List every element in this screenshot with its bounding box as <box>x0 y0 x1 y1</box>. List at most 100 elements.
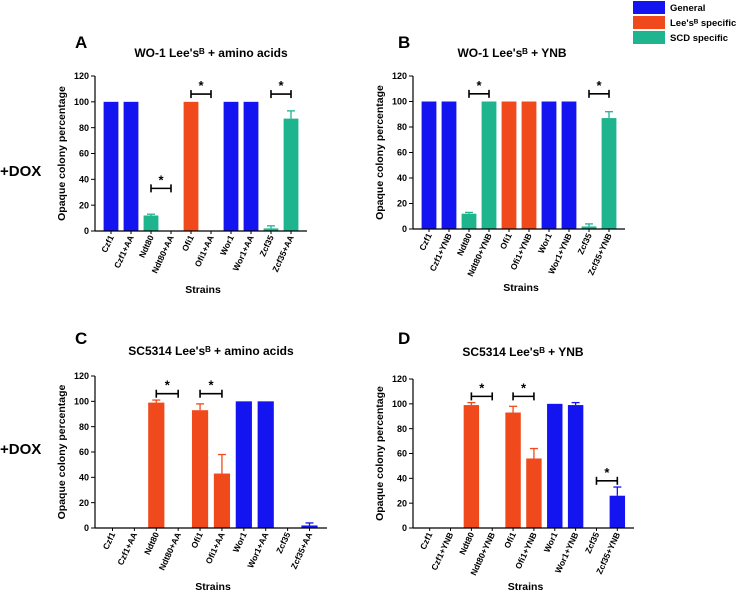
y-tick-label: 120 <box>392 374 407 384</box>
bar-1 <box>123 101 139 231</box>
y-tick-label: 100 <box>74 397 89 407</box>
bar-6 <box>547 403 563 528</box>
chart-title: SC5314 Lee'sᴮ + YNB <box>462 345 583 359</box>
significance-star: * <box>596 78 602 93</box>
significance-star: * <box>479 380 485 395</box>
y-tick-label: 80 <box>397 122 407 132</box>
y-tick-label: 40 <box>79 473 89 483</box>
x-tick-label: Ofi1 <box>502 530 518 549</box>
y-tick-label: 100 <box>392 97 407 107</box>
bar-9 <box>301 525 318 528</box>
y-tick-label: 80 <box>397 424 407 434</box>
bar-2 <box>463 405 480 528</box>
x-tick-label: Ndt80 <box>457 530 476 556</box>
bar-4 <box>191 410 209 528</box>
x-tick-label: Zcf35 <box>274 530 293 555</box>
legend-label-general: General <box>670 3 705 14</box>
bar-4 <box>183 101 199 231</box>
x-axis-label: Strains <box>508 581 544 593</box>
significance-star: * <box>165 378 171 393</box>
bar-7 <box>567 405 584 528</box>
x-tick-label: Ofi1+AA <box>203 531 226 566</box>
x-tick-label: Czf1 <box>417 231 434 252</box>
y-tick-label: 0 <box>84 226 89 236</box>
y-tick-label: 0 <box>402 224 407 234</box>
bar-6 <box>541 101 557 229</box>
x-tick-label: Zcf35+AA <box>289 531 315 571</box>
x-tick-label: Ndt80+AA <box>157 531 183 572</box>
bar-0 <box>421 101 437 229</box>
y-axis-label: Opaque colony percentage <box>56 384 68 519</box>
y-tick-label: 60 <box>397 148 407 158</box>
x-tick-label: Ndt80 <box>137 233 156 259</box>
y-tick-label: 0 <box>84 523 89 533</box>
bar-4 <box>505 412 521 528</box>
legend-swatch-lees <box>633 16 665 29</box>
y-axis-label: Opaque colony percentage <box>374 386 386 521</box>
bar-9 <box>609 495 626 528</box>
x-tick-label: Ofi1 <box>189 530 205 549</box>
legend-label-lees: Lee'sᴮ specific <box>670 18 736 29</box>
y-tick-label: 0 <box>402 523 407 533</box>
x-axis-label: Strains <box>185 284 221 296</box>
panel-letter: B <box>398 33 410 52</box>
x-tick-label: Zcf35 <box>583 530 602 555</box>
legend-swatch-scd <box>633 31 665 44</box>
panel-a: A WO-1 Lee'sᴮ + amino acids 0 20 40 60 80 100 12… <box>56 33 307 296</box>
y-axis-label: Opaque colony percentage <box>56 86 68 221</box>
significance-star: * <box>604 465 610 480</box>
y-tick-label: 20 <box>397 199 407 209</box>
panel-letter: C <box>75 329 87 348</box>
row-label-bottom: +DOX <box>0 441 41 458</box>
y-tick-label: 100 <box>392 399 407 409</box>
bar-7 <box>257 401 274 528</box>
legend: General Lee'sᴮ specific SCD specific <box>633 1 736 44</box>
x-tick-label: Wor1 <box>536 231 554 255</box>
legend-swatch-general <box>633 1 665 14</box>
bar-9 <box>283 118 299 231</box>
bar-9 <box>601 118 617 229</box>
panel-b: BWO-1 Lee'sᴮ + YNB020406080100120Czf1Czf… <box>374 33 625 294</box>
y-tick-label: 120 <box>74 71 89 81</box>
bar-8 <box>263 228 279 231</box>
y-tick-label: 80 <box>79 422 89 432</box>
y-tick-label: 40 <box>79 175 89 185</box>
panel-letter: D <box>398 329 410 348</box>
y-axis-label: Opaque colony percentage <box>374 85 386 220</box>
x-tick-label: Wor1 <box>231 530 249 554</box>
bar-7 <box>243 101 259 231</box>
significance-star: * <box>208 378 214 393</box>
y-tick-label: 40 <box>397 173 407 183</box>
bar-2 <box>461 213 477 229</box>
bar-6 <box>223 101 239 231</box>
x-tick-label: Ofi1 <box>180 233 196 252</box>
bar-2 <box>148 402 165 528</box>
bar-5 <box>213 473 231 528</box>
significance-star: * <box>158 172 164 187</box>
y-tick-label: 120 <box>74 371 89 381</box>
legend-label-scd: SCD specific <box>670 33 728 44</box>
row-label-top: +DOX <box>0 163 41 180</box>
y-tick-label: 60 <box>79 447 89 457</box>
x-tick-label: Ofi1 <box>498 231 514 250</box>
bar-4 <box>501 101 517 229</box>
x-tick-label: Czf1+AA <box>115 531 139 567</box>
x-tick-label: Ndt80 <box>455 231 474 257</box>
bar-7 <box>561 101 577 229</box>
x-tick-label: Ofi1+AA <box>192 234 215 269</box>
x-tick-label: Czf1 <box>101 530 118 551</box>
y-tick-label: 80 <box>79 123 89 133</box>
x-tick-label: Czf1 <box>99 233 116 254</box>
chart-title: WO-1 Lee'sᴮ + YNB <box>457 46 566 60</box>
x-axis-label: Strains <box>195 581 231 593</box>
bar-5 <box>521 101 537 229</box>
panel-c: C SC5314 Lee'sᴮ + amino acids 0 20 40 60 80 100… <box>56 329 327 593</box>
bar-3 <box>481 101 497 229</box>
significance-star: * <box>476 78 482 93</box>
y-tick-label: 40 <box>397 474 407 484</box>
x-tick-label: Zcf35 <box>575 231 594 256</box>
y-tick-label: 20 <box>79 200 89 210</box>
y-tick-label: 100 <box>74 97 89 107</box>
y-tick-label: 20 <box>397 498 407 508</box>
